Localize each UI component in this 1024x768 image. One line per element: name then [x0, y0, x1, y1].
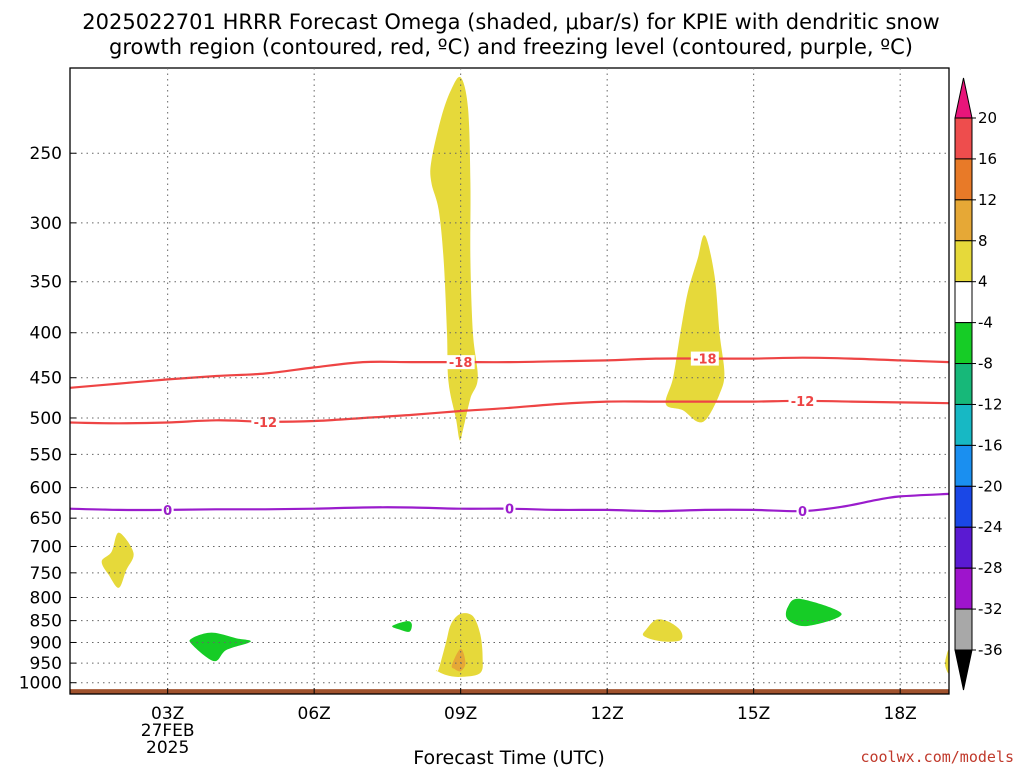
colorbar-tick-label: -36: [978, 641, 1003, 659]
contour-label-bg: [788, 393, 817, 408]
credit-text: coolwx.com/models: [860, 748, 1014, 766]
x-axis-label: Forecast Time (UTC): [413, 747, 604, 768]
colorbar-bin: [954, 240, 973, 283]
colorbar-bin: [954, 322, 973, 365]
colorbar-tick-label: 12: [978, 191, 997, 209]
y-tick-label: 450: [30, 369, 62, 389]
y-tick-label: 400: [30, 324, 62, 344]
x-date-label: 27FEB: [141, 721, 195, 741]
contour-label: 0: [798, 505, 807, 520]
contour-label-bg: [690, 351, 719, 366]
y-tick-label: 950: [30, 654, 62, 674]
omega-region-7: [945, 649, 950, 674]
x-tick-label: 03Z: [151, 704, 184, 724]
contour-line-1: [69, 356, 950, 389]
x-tick-label: 12Z: [591, 704, 624, 724]
contour-label-bg: [503, 501, 516, 516]
chart-title-line-1: 2025022701 HRRR Forecast Omega (shaded, …: [82, 10, 939, 34]
colorbar-bin: [954, 403, 973, 446]
contour-label-bg: [161, 502, 174, 517]
x-tick-label: 06Z: [298, 704, 331, 724]
y-tick-label: 300: [30, 214, 62, 234]
colorbar-tick-label: -8: [978, 355, 993, 373]
colorbar-tick-label: -28: [978, 559, 1003, 577]
omega-region-8: [189, 632, 251, 662]
colorbar-top-arrow: [954, 77, 973, 119]
y-tick-label: 1000: [19, 674, 62, 694]
contour-label: -12: [791, 395, 815, 410]
colorbar: 20 16 12 8 4 -4 -8 -12 -16 -20 -24 -28 -32 -36: [954, 77, 1003, 691]
colorbar-tick-label: -16: [978, 436, 1003, 454]
colorbar-bin: [954, 281, 973, 324]
contour-label: 0: [163, 504, 172, 519]
colorbar-bin: [954, 526, 973, 569]
plot-frame: [69, 67, 950, 695]
omega-region-6: [642, 619, 683, 642]
contour-label-bg: [796, 504, 809, 519]
y-tick-label: 350: [30, 273, 62, 293]
colorbar-tick-label: -24: [978, 518, 1003, 536]
terrain-band: [70, 689, 949, 694]
colorbar-bin: [954, 117, 973, 160]
colorbar-tick-label: -12: [978, 395, 1003, 413]
colorbar-bin: [954, 158, 973, 201]
x-tick-label: 15Z: [737, 704, 770, 724]
colorbar-tick-label: 4: [978, 273, 988, 291]
colorbar-bottom-arrow: [954, 649, 973, 691]
axes-layer: 2503003504004505005506006507007508008509…: [19, 68, 949, 758]
y-tick-label: 500: [30, 409, 62, 429]
colorbar-tick-label: -4: [978, 314, 993, 332]
colorbar-tick-label: 20: [978, 109, 997, 127]
contour-label: -12: [254, 416, 278, 431]
omega-region-10: [392, 621, 412, 632]
omega-region-4: [435, 613, 483, 677]
colorbar-bin: [954, 199, 973, 242]
contour-label-bg: [446, 355, 475, 370]
y-tick-label: 750: [30, 564, 62, 584]
contour-line-3: [69, 492, 950, 513]
y-tick-label: 600: [30, 479, 62, 499]
contour-label: -18: [693, 353, 717, 368]
omega-region-9: [785, 598, 842, 627]
colorbar-bin: [954, 444, 973, 487]
x-date-label: 2025: [146, 738, 189, 758]
x-tick-label: 09Z: [444, 704, 477, 724]
contour-line-2: [69, 399, 950, 425]
colorbar-tick-label: 16: [978, 150, 997, 168]
colorbar-tick-label: -20: [978, 477, 1003, 495]
y-tick-label: 900: [30, 633, 62, 653]
omega-region-3: [101, 532, 134, 588]
y-tick-label: 700: [30, 537, 62, 557]
isotherm-layer: -18 -18 -12 -12 0 0 0: [69, 351, 950, 520]
omega-region-2: [665, 235, 725, 423]
y-tick-label: 550: [30, 445, 62, 465]
y-tick-label: 850: [30, 612, 62, 632]
y-tick-label: 650: [30, 509, 62, 529]
colorbar-tick-label: -32: [978, 600, 1003, 618]
colorbar-bin: [954, 485, 973, 528]
omega-region-5: [451, 648, 466, 672]
colorbar-bin: [954, 363, 973, 405]
chart-title-line-2: growth region (contoured, red, ºC) and f…: [109, 35, 913, 59]
colorbar-bin: [954, 567, 973, 610]
y-tick-label: 800: [30, 588, 62, 608]
y-tick-label: 250: [30, 144, 62, 164]
contour-label: 0: [505, 503, 514, 518]
contour-label: -18: [449, 356, 473, 371]
omega-region-1: [430, 76, 478, 441]
x-tick-label: 18Z: [884, 704, 917, 724]
colorbar-bin: [954, 608, 973, 651]
colorbar-tick-label: 8: [978, 232, 988, 250]
omega-shading-layer: [70, 76, 950, 694]
